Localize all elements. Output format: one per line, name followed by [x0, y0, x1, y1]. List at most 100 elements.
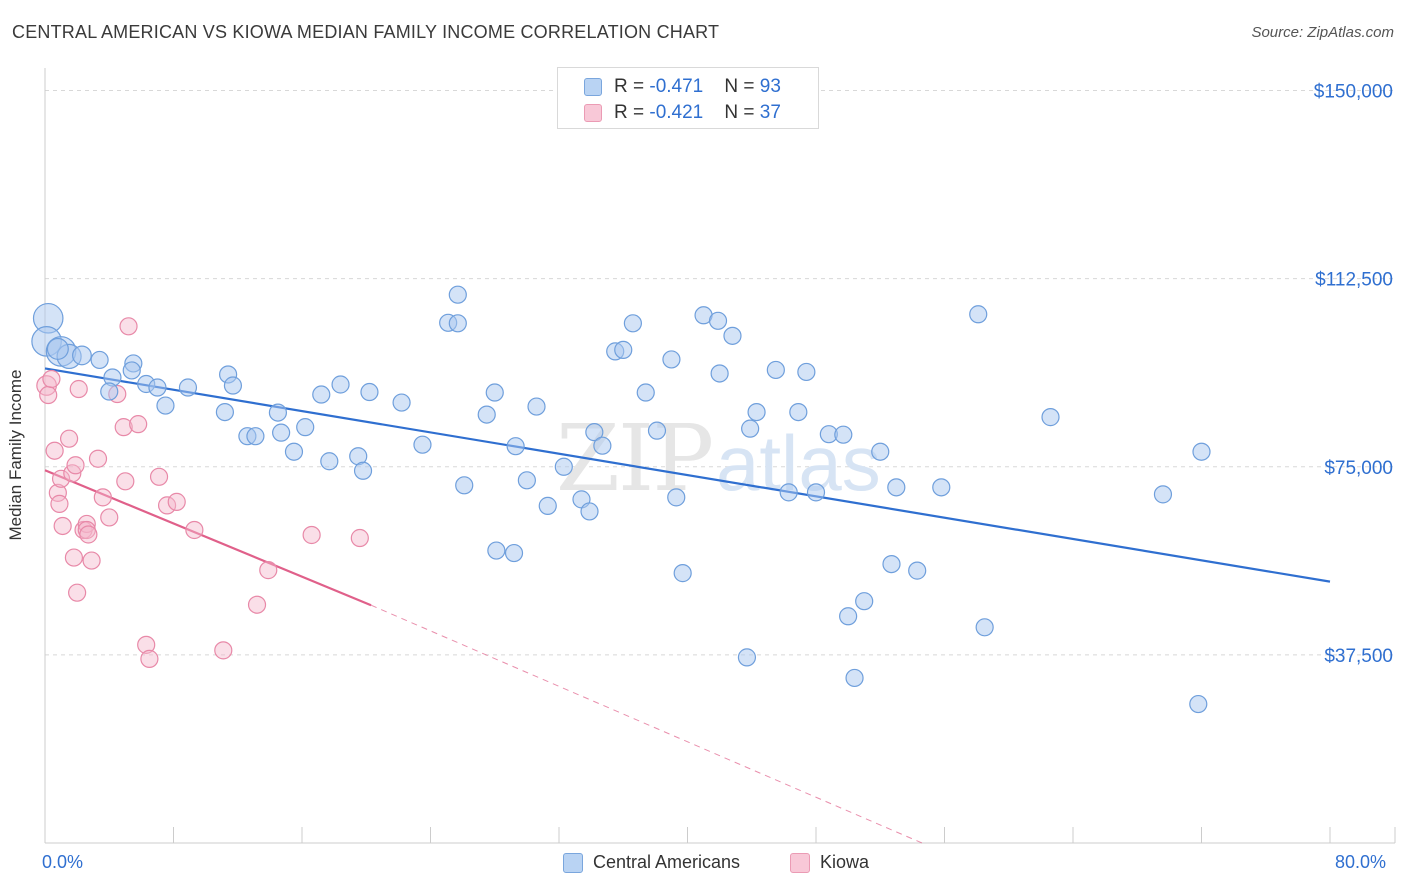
- kiowa-point: [149, 467, 169, 486]
- central-american-point: [806, 483, 826, 502]
- kiowa-point: [137, 635, 156, 654]
- central-american-point: [1189, 694, 1208, 714]
- central-american-point: [636, 383, 655, 402]
- central-american-point: [487, 541, 506, 560]
- central-american-point: [932, 478, 951, 497]
- central-american-point: [353, 461, 373, 480]
- kiowa-point: [116, 472, 135, 491]
- kiowa-point: [214, 641, 233, 660]
- central-american-point: [272, 423, 291, 442]
- central-american-point: [448, 285, 467, 304]
- central-american-point: [741, 419, 760, 438]
- central-american-point: [331, 375, 350, 394]
- x-axis-min-label: 0.0%: [42, 852, 84, 872]
- kiowa-point: [185, 520, 204, 540]
- central-american-point: [215, 402, 234, 422]
- central-american-point: [647, 421, 667, 440]
- central-american-point: [710, 364, 729, 383]
- central-american-point: [312, 385, 331, 404]
- central-american-point: [614, 340, 633, 359]
- central-american-point: [517, 471, 536, 490]
- central-american-point: [882, 554, 901, 574]
- central-american-point: [766, 360, 785, 380]
- kiowa-point: [140, 649, 159, 668]
- central-american-point: [448, 314, 467, 333]
- blue-swatch: [584, 78, 602, 96]
- kiowa-point: [51, 469, 71, 488]
- central-american-point: [593, 436, 612, 455]
- central-american-point: [148, 378, 167, 397]
- central-american-point: [413, 435, 432, 454]
- kiowa-point: [82, 551, 101, 570]
- central-american-point: [156, 396, 175, 415]
- kiowa-trend-line-extension: [370, 604, 923, 844]
- central-american-point: [789, 402, 808, 422]
- central-american-point: [554, 457, 573, 476]
- kiowa-point: [100, 508, 119, 527]
- central-american-point: [268, 403, 288, 422]
- kiowa-point: [93, 488, 112, 507]
- central-american-point: [737, 648, 757, 667]
- central-american-point: [580, 502, 599, 521]
- central-american-point: [527, 397, 546, 416]
- central-american-point: [839, 607, 858, 626]
- central-american-point: [296, 418, 315, 437]
- n-label: N =: [724, 76, 760, 97]
- central-american-point: [797, 362, 816, 382]
- r-label: R =: [614, 102, 650, 123]
- kiowa-point: [247, 595, 267, 614]
- legend-label: Kiowa: [820, 852, 870, 872]
- central-american-point: [90, 350, 109, 370]
- central-american-point: [506, 437, 525, 456]
- central-american-point: [477, 405, 496, 424]
- kiowa-point: [157, 496, 177, 515]
- central-american-point: [284, 442, 304, 461]
- central-american-point: [223, 376, 243, 395]
- central-american-point: [392, 393, 411, 412]
- central-american-point: [908, 561, 927, 580]
- pink-swatch: [790, 852, 810, 873]
- n-label: N =: [724, 102, 760, 123]
- central-american-point: [1041, 408, 1060, 427]
- central-american-point: [673, 564, 692, 583]
- n-value: 37: [759, 102, 781, 123]
- x-axis-max-label: 80.0%: [1335, 852, 1387, 872]
- central-american-point: [122, 361, 141, 380]
- blue-swatch: [563, 852, 583, 873]
- kiowa-point: [42, 369, 61, 389]
- y-tick-label: $112,500: [1315, 270, 1393, 291]
- kiowa-point: [119, 317, 138, 336]
- central-american-point: [855, 592, 874, 611]
- central-american-point: [1192, 442, 1211, 461]
- central-american-point: [834, 425, 853, 444]
- kiowa-point: [79, 525, 98, 544]
- central-american-point: [360, 382, 379, 402]
- central-american-point: [455, 476, 474, 495]
- axes: [44, 68, 1396, 844]
- kiowa-point: [350, 528, 369, 548]
- r-label: R =: [614, 76, 650, 97]
- stats-row-central-americans: R = -0.471 N = 93: [584, 76, 781, 98]
- central-american-point: [246, 427, 265, 446]
- central-american-point: [585, 423, 604, 442]
- kiowa-point: [259, 561, 278, 580]
- central-american-point: [667, 488, 686, 507]
- central-american-trend-line: [44, 367, 1331, 583]
- y-axis-label: Median Family Income: [6, 369, 25, 541]
- r-value: -0.471: [649, 76, 704, 97]
- central-american-point: [723, 326, 742, 345]
- trend-lines: [44, 367, 1331, 844]
- kiowa-point: [302, 525, 321, 545]
- central-american-point: [662, 350, 681, 369]
- central-american-point: [538, 496, 557, 515]
- legend-label: Central Americans: [593, 852, 741, 872]
- central-american-point: [779, 483, 798, 502]
- kiowa-point: [129, 415, 148, 434]
- y-tick-label: $150,000: [1314, 82, 1393, 103]
- y-tick-label: $75,000: [1324, 458, 1393, 479]
- kiowa-point: [64, 548, 84, 567]
- kiowa-trend-line: [44, 469, 372, 607]
- legend-item-kiowa: Kiowa: [790, 852, 869, 873]
- kiowa-point: [69, 379, 88, 399]
